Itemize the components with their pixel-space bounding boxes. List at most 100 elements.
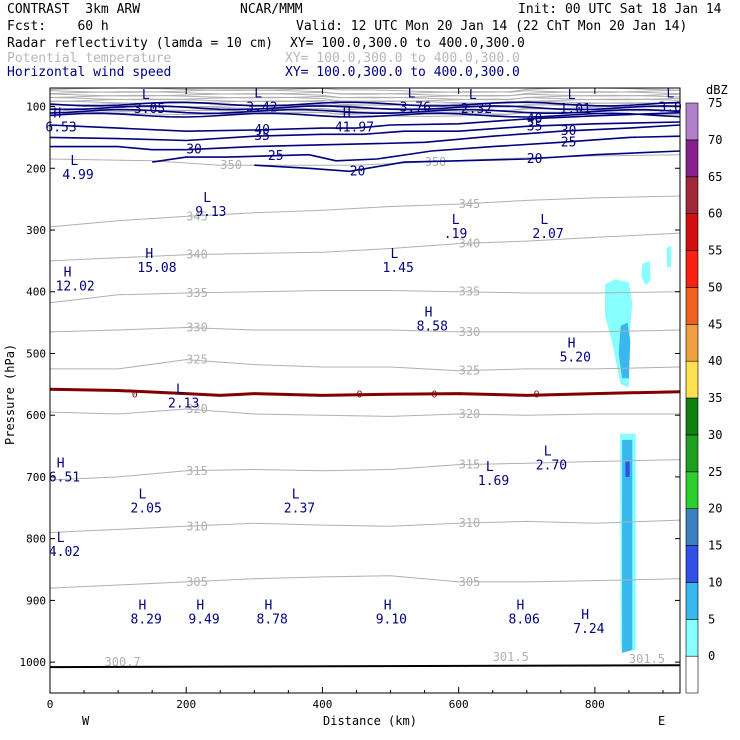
theta-contour-label: 315: [459, 458, 481, 472]
extremum-value: 9.13: [195, 205, 226, 220]
colorbar-level-label: 75: [708, 96, 722, 110]
extremum-low-marker: L: [203, 191, 211, 206]
zero-isotherm-layer: 0 0 0 0: [50, 387, 680, 401]
wind-contour-label: 25: [268, 149, 284, 164]
extremum-low-marker: L: [391, 247, 399, 262]
extremum-value: 1.69: [478, 474, 509, 489]
extremum-value: 4.02: [49, 545, 80, 560]
reflectivity-cell: [622, 439, 633, 653]
extremum-high-marker: H: [57, 457, 65, 472]
extrema-labels: L3.05L3.42L3.76L2.32L1.01L3.0H6.53H41.97…: [45, 86, 681, 637]
plot-background: [50, 88, 680, 693]
colorbar-swatch: [685, 102, 699, 141]
extremum-value: 6.53: [45, 121, 76, 136]
extremum-low-marker: L: [666, 86, 674, 101]
theta-contour-label: 345: [186, 209, 208, 223]
extremum-high-marker: H: [265, 599, 273, 614]
upper-theta-line: [50, 94, 680, 101]
theta-contour-label: 335: [459, 285, 481, 299]
extremum-value: 15.08: [137, 261, 176, 276]
extremum-low-marker: L: [540, 213, 548, 228]
extremum-low-marker: L: [408, 86, 416, 101]
extremum-high-marker: H: [425, 305, 433, 320]
wind-contour-25: [152, 135, 680, 163]
extremum-low-marker: L: [142, 88, 150, 103]
extremum-low-marker: L: [469, 88, 477, 103]
plot-frame: [49, 87, 681, 694]
colorbar-level-label: 10: [708, 575, 722, 589]
extremum-low-marker: L: [544, 444, 552, 459]
extremum-high-marker: H: [517, 599, 525, 614]
theta-contour-345: [50, 195, 680, 228]
ground-line: [50, 664, 680, 669]
extremum-value: 9.49: [188, 613, 219, 628]
extremum-high-marker: H: [384, 599, 392, 614]
wind-jet-line: [50, 105, 680, 111]
extremum-value: 2.37: [284, 502, 315, 517]
extremum-value: 7.24: [573, 622, 604, 637]
y-tick-label: 300: [26, 224, 46, 237]
colorbar-swatch: [685, 323, 699, 362]
wind-contour-label: 20: [350, 164, 366, 179]
colorbar-swatch: [685, 397, 699, 436]
upper-theta-line: [50, 91, 680, 97]
colorbar-level-label: 35: [708, 391, 722, 405]
y-tick-label: 900: [26, 594, 46, 607]
colorbar-level-label: 70: [708, 133, 722, 147]
wind-contour-35: [50, 121, 680, 142]
extremum-value: 3.76: [400, 100, 431, 115]
zero-isotherm-label: 0: [132, 390, 138, 401]
extremum-value: 8.29: [131, 613, 162, 628]
reflectivity-layer: [605, 245, 672, 653]
extremum-value: 3.0: [658, 100, 681, 115]
extremum-low-marker: L: [254, 86, 262, 101]
colorbar-swatch: [685, 360, 699, 399]
upper-theta-line: [50, 98, 680, 104]
extremum-value: 8.06: [509, 613, 540, 628]
wind-contour-label: 40: [527, 112, 543, 127]
extremum-low-marker: L: [57, 531, 65, 546]
extremum-low-marker: L: [70, 154, 78, 169]
extremum-value: 41.97: [335, 121, 374, 136]
colorbar-level-label: 50: [708, 280, 722, 294]
y-tick-label: 1000: [20, 656, 47, 669]
y-tick-label: 800: [26, 533, 46, 546]
theta-contour-340: [50, 232, 680, 262]
theta-contour-335: [50, 290, 680, 304]
colorbar-swatch: [685, 434, 699, 473]
theta-contour-310: [50, 519, 680, 533]
extremum-value: 6.51: [49, 471, 80, 486]
colorbar-swatch: [685, 582, 699, 620]
x-tick-label: 400: [312, 698, 332, 711]
field-reflectivity-xy: XY= 100.0,300.0 to 400.0,300.0: [290, 36, 525, 51]
theta-contour-315: [50, 459, 680, 481]
theta-contour-label: 320: [459, 407, 481, 421]
colorbar-level-label: 25: [708, 465, 722, 479]
colorbar-swatch: [685, 508, 699, 546]
colorbar-level-label: 30: [708, 428, 722, 442]
extremum-value: 5.20: [560, 350, 591, 365]
field-theta-xy: XY= 100.0,300.0 to 400.0,300.0: [285, 51, 520, 66]
wind-contour-label: 20: [527, 152, 543, 167]
extremum-value: 2.32: [461, 102, 492, 117]
extremum-high-marker: H: [581, 608, 589, 623]
x-tick-label: 800: [585, 698, 605, 711]
extremum-value: 9.10: [376, 613, 407, 628]
theta-contour-label: 330: [459, 325, 481, 339]
zero-isotherm-line: [50, 387, 680, 397]
extremum-high-marker: H: [568, 336, 576, 351]
extremum-low-marker: L: [452, 213, 460, 228]
extremum-high-marker: H: [139, 599, 147, 614]
y-tick-label: 400: [26, 286, 46, 299]
y-tick-label: 600: [26, 409, 46, 422]
theta-contour-label: 340: [186, 248, 208, 262]
colorbar-level-label: 40: [708, 354, 722, 368]
theta-contour-label: 320: [186, 402, 208, 416]
theta-contour-label: 340: [459, 237, 481, 251]
colorbar-swatch: [685, 250, 699, 288]
wind-contour-label: 25: [561, 135, 577, 150]
colorbar-level-label: 20: [708, 502, 722, 516]
colorbar-swatch: [685, 213, 699, 251]
extremum-value: 12.02: [56, 279, 95, 294]
